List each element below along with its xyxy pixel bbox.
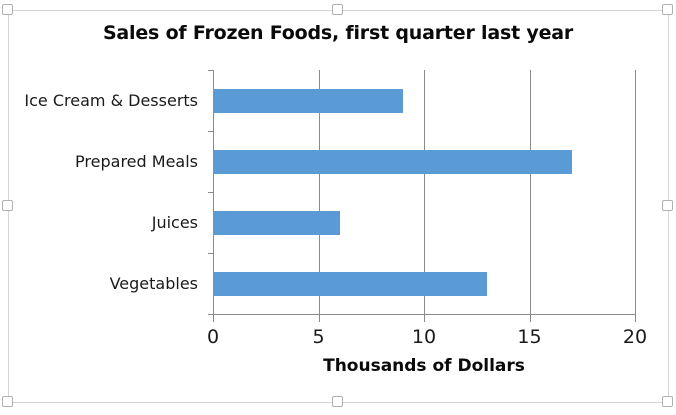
category-label-prepared-meals: Prepared Meals xyxy=(75,151,198,171)
selection-handle-bottom-middle[interactable] xyxy=(332,396,343,407)
selection-handle-top-right[interactable] xyxy=(662,4,673,15)
gridline-20 xyxy=(635,70,636,315)
value-tick-label-20: 20 xyxy=(622,326,648,348)
selection-handle-bottom-right[interactable] xyxy=(662,396,673,407)
category-label-vegetables: Vegetables xyxy=(109,273,198,293)
bar-ice-cream-desserts[interactable] xyxy=(213,88,403,113)
bar-juices[interactable] xyxy=(213,210,340,235)
value-axis-tick-15 xyxy=(529,315,531,322)
category-axis-tick-0 xyxy=(208,70,213,71)
category-axis-tick-3 xyxy=(208,253,213,254)
category-label-ice-cream-desserts: Ice Cream & Desserts xyxy=(24,90,198,110)
value-axis-tick-20 xyxy=(635,315,636,322)
category-label-juices: Juices xyxy=(151,212,198,232)
plot-area xyxy=(208,70,636,322)
gridline-10 xyxy=(424,70,425,315)
x-axis-line xyxy=(213,314,636,315)
bar-prepared-meals[interactable] xyxy=(213,149,572,174)
value-tick-label-0: 0 xyxy=(206,326,220,348)
selection-handle-top-middle[interactable] xyxy=(332,4,343,15)
selection-handle-bottom-left[interactable] xyxy=(2,396,13,407)
bar-vegetables[interactable] xyxy=(213,271,488,296)
x-axis-title: Thousands of Dollars xyxy=(323,356,525,376)
value-axis-tick-10 xyxy=(424,315,425,322)
category-axis-tick-2 xyxy=(208,192,213,193)
category-axis-tick-4 xyxy=(208,314,213,315)
gridline-5 xyxy=(318,70,320,315)
gridline-0 xyxy=(213,70,214,315)
selection-handle-middle-left[interactable] xyxy=(2,200,13,211)
value-tick-label-10: 10 xyxy=(411,326,437,348)
category-axis-tick-1 xyxy=(208,131,213,132)
value-axis-tick-0 xyxy=(213,315,214,322)
value-tick-label-15: 15 xyxy=(517,326,542,348)
chart-title[interactable]: Sales of Frozen Foods, first quarter las… xyxy=(102,22,574,44)
value-axis-tick-5 xyxy=(318,315,320,322)
gridline-15 xyxy=(529,70,531,315)
value-tick-label-5: 5 xyxy=(312,326,325,348)
selection-handle-top-left[interactable] xyxy=(2,4,13,15)
selection-handle-middle-right[interactable] xyxy=(662,200,673,211)
